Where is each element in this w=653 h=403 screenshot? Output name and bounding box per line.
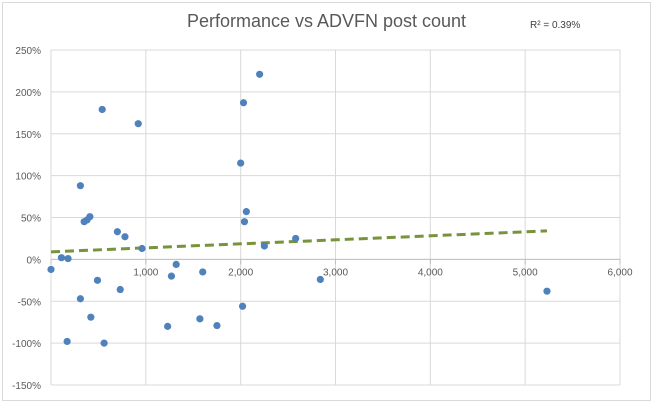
y-tick-label: -150% <box>12 381 41 392</box>
data-point <box>213 321 221 330</box>
data-point <box>167 272 176 280</box>
data-point <box>98 105 106 114</box>
data-point <box>63 337 71 346</box>
data-point <box>57 254 66 262</box>
data-point <box>87 313 95 321</box>
data-point <box>242 208 250 216</box>
y-tick-label: 0% <box>27 255 42 266</box>
data-point <box>172 260 180 268</box>
data-point <box>260 242 268 250</box>
data-point <box>86 213 94 221</box>
r-squared-label: R² = 0.39% <box>530 20 581 31</box>
data-point <box>116 285 124 294</box>
x-tick-label: 3,000 <box>323 267 348 278</box>
trendline <box>50 229 548 254</box>
data-point <box>543 287 551 295</box>
data-point <box>239 99 248 107</box>
y-tick-label: -100% <box>12 339 41 350</box>
y-tick-label: -50% <box>18 297 41 308</box>
x-tick-label: 5,000 <box>513 267 538 278</box>
data-point <box>199 268 207 276</box>
chart-title: Performance vs ADVFN post count <box>186 11 467 31</box>
data-point <box>121 233 129 241</box>
y-tick-label: 200% <box>15 88 41 99</box>
data-point <box>134 120 142 128</box>
data-point <box>64 254 72 263</box>
data-point <box>238 302 247 310</box>
x-tick-label: 1,000 <box>133 267 158 278</box>
x-tick-label: 6,000 <box>607 267 632 278</box>
data-points <box>47 70 551 347</box>
data-point <box>138 244 146 253</box>
data-point <box>196 315 204 323</box>
y-tick-label: 100% <box>15 172 41 183</box>
data-point <box>76 295 84 303</box>
data-point <box>47 265 55 274</box>
x-tick-label: 4,000 <box>418 267 443 278</box>
data-point <box>100 339 108 347</box>
data-point <box>76 182 84 190</box>
y-tick-label: 250% <box>15 46 41 57</box>
y-tick-label: 150% <box>15 130 41 141</box>
data-point <box>316 275 324 284</box>
trendline-layer <box>50 229 548 254</box>
data-point <box>164 322 172 330</box>
data-point <box>93 276 102 284</box>
y-tick-label: 50% <box>21 214 41 225</box>
data-point <box>113 228 121 236</box>
gridlines <box>50 49 621 386</box>
data-point <box>240 218 249 226</box>
axis-labels: 250% 200% 150% 100% 50% 0% -50% -100% -150% 1,000… <box>12 46 633 392</box>
data-point <box>292 234 300 243</box>
data-point <box>256 70 264 78</box>
data-point <box>237 159 245 167</box>
x-tick-label: 2,000 <box>228 267 253 278</box>
